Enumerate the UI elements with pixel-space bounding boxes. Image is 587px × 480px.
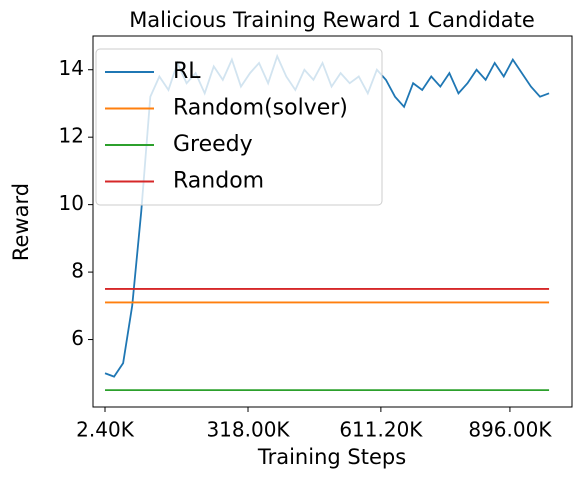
legend-box bbox=[95, 48, 383, 206]
y-axis-label: Reward bbox=[9, 183, 33, 261]
y-tick-label: 10 bbox=[59, 191, 84, 215]
legend-label: Greedy bbox=[173, 132, 253, 157]
y-tick-label: 6 bbox=[71, 326, 84, 350]
x-tick-label: 318.00K bbox=[206, 418, 290, 442]
x-tick-label: 896.00K bbox=[468, 418, 552, 442]
x-tick-label: 2.40K bbox=[76, 418, 135, 442]
x-tick-label: 611.20K bbox=[339, 418, 423, 442]
legend-label: Random(solver) bbox=[173, 96, 348, 121]
y-tick-label: 14 bbox=[59, 56, 84, 80]
chart-title: Malicious Training Reward 1 Candidate bbox=[129, 8, 535, 32]
x-axis-label: Training Steps bbox=[257, 445, 406, 469]
legend-label: RL bbox=[173, 59, 201, 84]
y-tick-label: 12 bbox=[59, 124, 84, 148]
y-tick-label: 8 bbox=[71, 259, 84, 283]
legend-label: Random bbox=[173, 169, 264, 194]
plot-frame bbox=[92, 35, 573, 408]
